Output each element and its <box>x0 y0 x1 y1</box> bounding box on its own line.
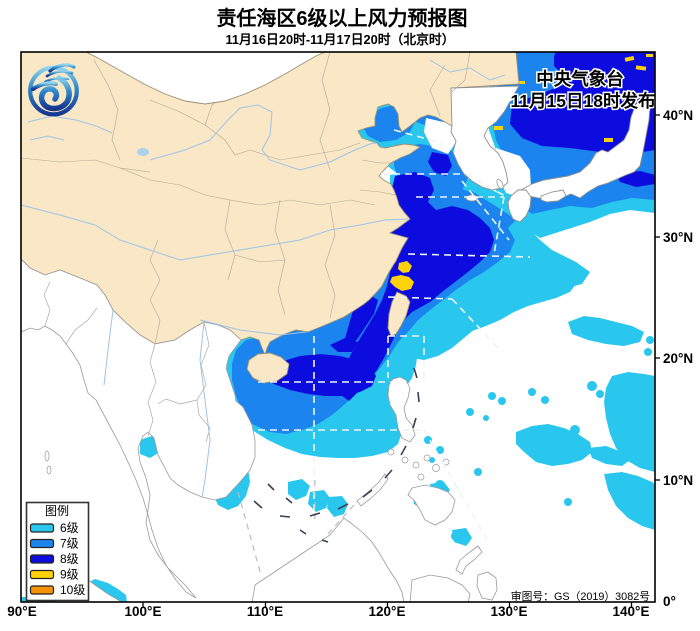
svg-text:中央气象台: 中央气象台 <box>536 69 624 89</box>
svg-text:6级: 6级 <box>60 521 79 535</box>
svg-text:120°E: 120°E <box>369 604 406 619</box>
svg-text:图例: 图例 <box>45 504 69 518</box>
svg-text:8级: 8级 <box>60 552 79 566</box>
svg-text:10级: 10级 <box>60 583 85 597</box>
svg-text:责任海区6级以上风力预报图: 责任海区6级以上风力预报图 <box>216 6 467 30</box>
svg-text:130°E: 130°E <box>491 604 528 619</box>
svg-text:11月16日20时-11月17日20时（北京时）: 11月16日20时-11月17日20时（北京时） <box>225 32 454 47</box>
svg-text:100°E: 100°E <box>125 604 162 619</box>
svg-text:审图号：GS（2019）3082号: 审图号：GS（2019）3082号 <box>511 589 650 603</box>
svg-text:10°N: 10°N <box>663 473 693 488</box>
svg-text:7级: 7级 <box>60 537 79 551</box>
svg-text:140°E: 140°E <box>613 604 650 619</box>
svg-text:90°E: 90°E <box>7 604 36 619</box>
svg-text:110°E: 110°E <box>247 604 283 619</box>
svg-text:9级: 9级 <box>60 568 79 582</box>
svg-text:0°: 0° <box>663 594 676 609</box>
svg-text:30°N: 30°N <box>663 230 693 245</box>
svg-text:40°N: 40°N <box>663 108 693 123</box>
svg-text:11月15日18时发布: 11月15日18时发布 <box>511 91 656 111</box>
svg-text:20°N: 20°N <box>663 351 693 366</box>
